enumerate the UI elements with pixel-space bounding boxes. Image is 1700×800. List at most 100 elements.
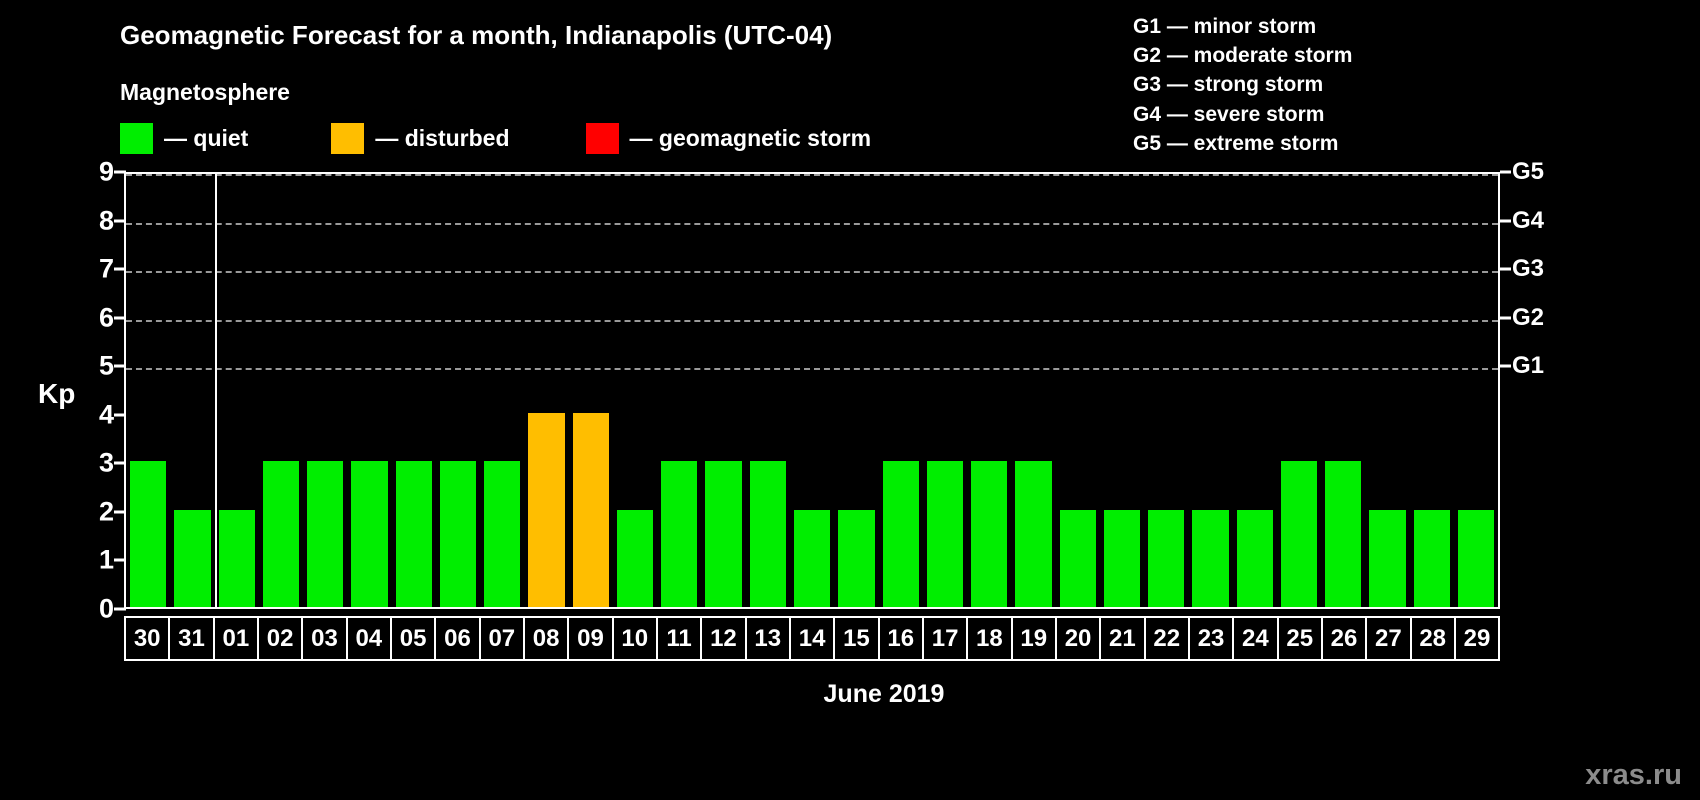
date-cell-01[interactable]: 01 <box>215 618 259 659</box>
date-cell-10[interactable]: 10 <box>614 618 658 659</box>
bar-cell[interactable] <box>1454 174 1498 607</box>
date-cell-15[interactable]: 15 <box>835 618 880 659</box>
bar-cell[interactable] <box>746 174 790 607</box>
bar-cell[interactable] <box>657 174 701 607</box>
date-cell-26[interactable]: 26 <box>1323 618 1368 659</box>
date-cell-30[interactable]: 30 <box>126 618 171 659</box>
date-cell-23[interactable]: 23 <box>1190 618 1235 659</box>
date-cell-09[interactable]: 09 <box>569 618 614 659</box>
bar-07[interactable] <box>484 461 521 607</box>
gridline-kp-5 <box>126 368 1498 371</box>
bar-17[interactable] <box>926 461 964 607</box>
bar-cell[interactable] <box>923 174 967 607</box>
bar-01[interactable] <box>218 509 255 607</box>
date-cell-27[interactable]: 27 <box>1367 618 1412 659</box>
g-tick-label-G2: G2 <box>1512 303 1545 331</box>
date-cell-22[interactable]: 22 <box>1146 618 1190 659</box>
bar-cell[interactable] <box>1365 174 1409 607</box>
bar-30[interactable] <box>130 461 167 607</box>
bar-13[interactable] <box>749 461 786 607</box>
date-cell-19[interactable]: 19 <box>1013 618 1057 659</box>
g-legend-item-g4: G4 — severe storm <box>1133 102 1325 126</box>
bar-15[interactable] <box>838 509 875 607</box>
bar-cell[interactable] <box>1144 174 1188 607</box>
bar-cell[interactable] <box>879 174 923 607</box>
bar-05[interactable] <box>395 461 432 607</box>
date-cell-11[interactable]: 11 <box>658 618 703 659</box>
bar-cell[interactable] <box>303 174 347 607</box>
bar-29[interactable] <box>1457 509 1495 607</box>
bar-cell[interactable] <box>1233 174 1277 607</box>
bar-10[interactable] <box>616 509 654 607</box>
g-tick-mark-G1 <box>1500 364 1511 368</box>
date-cell-21[interactable]: 21 <box>1101 618 1146 659</box>
y-tick-label-5: 5 <box>98 350 114 381</box>
bar-cell[interactable] <box>1100 174 1144 607</box>
bar-cell[interactable] <box>613 174 657 607</box>
date-cell-24[interactable]: 24 <box>1234 618 1279 659</box>
bar-cell[interactable] <box>126 174 170 607</box>
date-cell-05[interactable]: 05 <box>392 618 437 659</box>
bar-25[interactable] <box>1280 461 1318 607</box>
date-cell-29[interactable]: 29 <box>1463 624 1491 652</box>
date-cell-12[interactable]: 12 <box>702 618 747 659</box>
date-cell-18[interactable]: 18 <box>968 618 1013 659</box>
bar-cell[interactable] <box>170 174 214 607</box>
bar-09[interactable] <box>572 412 609 607</box>
bar-cell[interactable] <box>834 174 878 607</box>
bar-04[interactable] <box>351 461 388 607</box>
bar-11[interactable] <box>661 461 698 607</box>
bar-cell[interactable] <box>967 174 1011 607</box>
date-cell-13[interactable]: 13 <box>747 618 791 659</box>
date-cell-28[interactable]: 28 <box>1412 618 1456 659</box>
bar-03[interactable] <box>307 461 344 607</box>
bar-02[interactable] <box>262 461 300 607</box>
bar-26[interactable] <box>1325 461 1362 607</box>
date-cell-25[interactable]: 25 <box>1279 618 1323 659</box>
bar-20[interactable] <box>1059 509 1096 607</box>
bar-31[interactable] <box>174 509 211 607</box>
bar-cell[interactable] <box>524 174 568 607</box>
bar-14[interactable] <box>793 509 831 607</box>
bar-22[interactable] <box>1148 509 1185 607</box>
bar-06[interactable] <box>439 461 477 607</box>
date-cell-20[interactable]: 20 <box>1057 618 1102 659</box>
date-cell-08[interactable]: 08 <box>525 618 570 659</box>
bar-cell[interactable] <box>569 174 613 607</box>
date-cell-02[interactable]: 02 <box>259 618 304 659</box>
bar-cell[interactable] <box>392 174 436 607</box>
bar-cell[interactable] <box>436 174 480 607</box>
date-cell-14[interactable]: 14 <box>791 618 836 659</box>
date-cell-31[interactable]: 31 <box>170 618 215 659</box>
date-cell-17[interactable]: 17 <box>924 618 969 659</box>
date-cell-07[interactable]: 07 <box>481 618 525 659</box>
bar-cell[interactable] <box>480 174 524 607</box>
bar-28[interactable] <box>1413 509 1450 607</box>
bar-cell[interactable] <box>1410 174 1454 607</box>
bar-cell[interactable] <box>259 174 303 607</box>
bar-16[interactable] <box>882 461 919 607</box>
bar-08[interactable] <box>528 412 565 607</box>
bar-cell[interactable] <box>1011 174 1055 607</box>
bar-cell[interactable] <box>1277 174 1321 607</box>
bar-24[interactable] <box>1236 509 1273 607</box>
date-cell-06[interactable]: 06 <box>436 618 481 659</box>
bar-cell[interactable] <box>701 174 745 607</box>
bar-21[interactable] <box>1103 509 1141 607</box>
date-cell-16[interactable]: 16 <box>880 618 924 659</box>
date-cell-04[interactable]: 04 <box>348 618 392 659</box>
bar-12[interactable] <box>705 461 742 607</box>
date-cell-03[interactable]: 03 <box>303 618 348 659</box>
bar-27[interactable] <box>1369 509 1406 607</box>
bar-18[interactable] <box>971 461 1008 607</box>
bar-cell[interactable] <box>790 174 834 607</box>
bar-cell[interactable] <box>1056 174 1100 607</box>
bar-23[interactable] <box>1192 509 1229 607</box>
bar-19[interactable] <box>1015 461 1052 607</box>
gridline-kp-7 <box>126 271 1498 274</box>
bar-cell[interactable] <box>1321 174 1365 607</box>
y-tick-label-3: 3 <box>98 447 114 478</box>
bar-cell[interactable] <box>347 174 391 607</box>
bar-cell[interactable] <box>215 174 259 607</box>
bar-cell[interactable] <box>1188 174 1232 607</box>
